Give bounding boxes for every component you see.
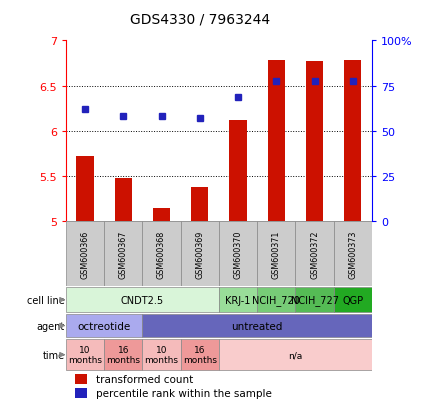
Bar — [115, 178, 132, 222]
Text: NCIH_727: NCIH_727 — [291, 294, 338, 306]
Bar — [104, 222, 142, 287]
Bar — [142, 339, 181, 370]
Bar — [268, 61, 285, 222]
Bar — [142, 315, 372, 337]
Bar — [75, 388, 87, 398]
Bar — [334, 287, 372, 313]
Text: CNDT2.5: CNDT2.5 — [121, 295, 164, 305]
Text: agent: agent — [37, 321, 65, 331]
Text: cell line: cell line — [27, 295, 65, 305]
Text: GSM600370: GSM600370 — [233, 230, 243, 278]
Bar — [257, 222, 295, 287]
Text: GDS4330 / 7963244: GDS4330 / 7963244 — [130, 13, 270, 27]
Text: transformed count: transformed count — [96, 374, 194, 384]
Bar — [257, 287, 295, 313]
Text: 16
months: 16 months — [183, 345, 217, 365]
Text: GSM600372: GSM600372 — [310, 230, 319, 278]
Text: GSM600366: GSM600366 — [80, 230, 90, 278]
Text: untreated: untreated — [232, 321, 283, 331]
Text: 10
months: 10 months — [144, 345, 178, 365]
Text: 10
months: 10 months — [68, 345, 102, 365]
Bar — [334, 222, 372, 287]
Bar — [219, 339, 372, 370]
Text: GSM600371: GSM600371 — [272, 230, 281, 278]
Bar — [191, 188, 208, 222]
Bar — [306, 62, 323, 222]
Text: QGP: QGP — [342, 295, 363, 305]
Bar — [219, 287, 257, 313]
Text: NCIH_720: NCIH_720 — [252, 294, 300, 306]
Bar — [219, 222, 257, 287]
Bar — [344, 61, 361, 222]
Bar — [76, 157, 94, 222]
Bar — [142, 222, 181, 287]
Text: KRJ-1: KRJ-1 — [225, 295, 251, 305]
Bar — [181, 339, 219, 370]
Bar — [66, 222, 104, 287]
Text: time: time — [43, 350, 65, 360]
Bar — [66, 339, 104, 370]
Bar — [153, 209, 170, 222]
Bar — [181, 222, 219, 287]
Text: GSM600368: GSM600368 — [157, 230, 166, 278]
Bar — [230, 121, 246, 222]
Bar — [104, 339, 142, 370]
Bar — [295, 287, 334, 313]
Text: octreotide: octreotide — [77, 321, 131, 331]
Text: 16
months: 16 months — [106, 345, 140, 365]
Text: GSM600369: GSM600369 — [195, 230, 204, 278]
Text: GSM600367: GSM600367 — [119, 230, 128, 278]
Text: percentile rank within the sample: percentile rank within the sample — [96, 388, 272, 398]
Bar — [295, 222, 334, 287]
Text: n/a: n/a — [288, 350, 303, 359]
Bar — [75, 375, 87, 384]
Bar — [66, 287, 219, 313]
Text: GSM600373: GSM600373 — [348, 230, 357, 278]
Bar — [66, 315, 142, 337]
